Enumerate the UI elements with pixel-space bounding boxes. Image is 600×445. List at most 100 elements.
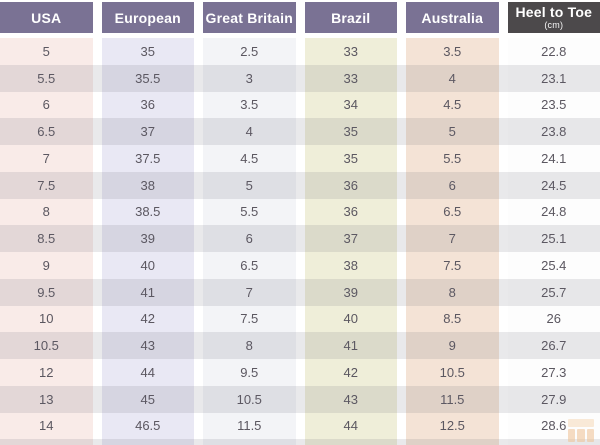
column-header-label: USA [31, 9, 62, 26]
table-cell-usa: 5.5 [0, 64, 93, 92]
table-cell-heel-to-toe: 26.7 [507, 332, 600, 359]
table-cell-heel-to-toe: 22.8 [507, 38, 600, 65]
table-cell-australia: 7 [406, 225, 499, 252]
table-cell-great-britain: 2.5 [203, 38, 296, 65]
table-cell-great-britain: 5 [203, 171, 296, 199]
table-cell-usa: 8 [0, 198, 93, 226]
table-cell-brazil: 42 [304, 359, 397, 386]
table-cell [304, 439, 397, 445]
table-cell-brazil: 36 [304, 198, 397, 226]
table-cell-european: 36 [101, 91, 194, 119]
column-header-label: Brazil [331, 9, 371, 26]
table-cell [406, 439, 499, 445]
store-watermark-icon [568, 419, 594, 442]
table-cell-australia: 12.5 [406, 412, 499, 440]
table-cell-european: 40 [101, 252, 194, 279]
table-cell-brazil: 36 [304, 171, 397, 199]
table-cell-heel-to-toe: 24.8 [507, 198, 600, 226]
table-row: 13 45 10.5 43 11.5 27.9 [0, 385, 600, 413]
table-cell-usa: 10 [0, 305, 93, 333]
table-cell-australia: 11.5 [406, 385, 499, 413]
column-header-great-britain: Great Britain [203, 2, 296, 33]
table-cell-great-britain: 6 [203, 225, 296, 252]
table-cell-australia: 5.5 [406, 145, 499, 172]
table-cell-european: 35.5 [101, 64, 194, 92]
table-cell-australia: 6 [406, 171, 499, 199]
table-row: 8 38.5 5.5 36 6.5 24.8 [0, 198, 600, 226]
table-cell-great-britain: 7.5 [203, 305, 296, 333]
table-cell-brazil: 40 [304, 305, 397, 333]
table-cell-brazil: 44 [304, 412, 397, 440]
table-cell-heel-to-toe: 24.1 [507, 145, 600, 172]
table-cell-australia: 6.5 [406, 198, 499, 226]
table-cell-usa: 5 [0, 38, 93, 65]
table-cell-great-britain: 6.5 [203, 252, 296, 279]
table-header-row: USA European Great Britain Brazil Austra… [0, 2, 600, 33]
table-cell [507, 439, 600, 445]
table-cell-european: 37.5 [101, 145, 194, 172]
table-cell-great-britain: 10.5 [203, 385, 296, 413]
table-row: 6.5 37 4 35 5 23.8 [0, 118, 600, 145]
table-cell-usa: 14 [0, 412, 93, 440]
table-cell-brazil: 41 [304, 332, 397, 359]
table-row: 6 36 3.5 34 4.5 23.5 [0, 91, 600, 119]
table-cell-heel-to-toe: 27.3 [507, 359, 600, 386]
table-cell-australia: 4.5 [406, 91, 499, 119]
table-cell-heel-to-toe: 23.8 [507, 118, 600, 145]
table-cell [101, 439, 194, 445]
table-row: 7.5 38 5 36 6 24.5 [0, 171, 600, 199]
table-cell-great-britain: 5.5 [203, 198, 296, 226]
table-cell-great-britain: 11.5 [203, 412, 296, 440]
column-header-brazil: Brazil [304, 2, 397, 33]
table-cell-brazil: 37 [304, 225, 397, 252]
table-cell-european: 35 [101, 38, 194, 65]
table-cell-brazil: 35 [304, 145, 397, 172]
column-header-label: European [114, 9, 181, 26]
table-row: 14 46.5 11.5 44 12.5 28.6 [0, 412, 600, 440]
table-cell-european: 44 [101, 359, 194, 386]
column-header-label: Great Britain [205, 9, 293, 26]
table-cell-great-britain: 3.5 [203, 91, 296, 119]
table-cell-brazil: 33 [304, 38, 397, 65]
table-cell-european: 39 [101, 225, 194, 252]
table-cell-european: 38 [101, 171, 194, 199]
table-cell-usa: 6 [0, 91, 93, 119]
table-row: 5 35 2.5 33 3.5 22.8 [0, 38, 600, 65]
table-cell-great-britain: 4 [203, 118, 296, 145]
table-cell-great-britain: 7 [203, 278, 296, 306]
table-row: 9 40 6.5 38 7.5 25.4 [0, 252, 600, 279]
column-header-european: European [101, 2, 194, 33]
table-cell-australia: 8 [406, 278, 499, 306]
column-header-label: Heel to Toe [515, 4, 593, 20]
table-cell-great-britain: 9.5 [203, 359, 296, 386]
table-cell-usa: 8.5 [0, 225, 93, 252]
table-row: 7 37.5 4.5 35 5.5 24.1 [0, 145, 600, 172]
table-row: 5.5 35.5 3 33 4 23.1 [0, 64, 600, 92]
table-cell-usa: 7.5 [0, 171, 93, 199]
table-cell-australia: 10.5 [406, 359, 499, 386]
table-cell-australia: 3.5 [406, 38, 499, 65]
table-cell [0, 439, 93, 445]
table-cell-great-britain: 3 [203, 64, 296, 92]
table-cell-european: 37 [101, 118, 194, 145]
table-cell-usa: 13 [0, 385, 93, 413]
table-cell-european: 45 [101, 385, 194, 413]
column-header-heel-to-toe: Heel to Toe (cm) [507, 2, 600, 33]
column-header-usa: USA [0, 2, 93, 33]
column-header-unit: (cm) [544, 20, 564, 30]
table-cell-usa: 7 [0, 145, 93, 172]
table-cell-heel-to-toe: 25.1 [507, 225, 600, 252]
table-cell-usa: 9 [0, 252, 93, 279]
table-cell-brazil: 33 [304, 64, 397, 92]
table-row: 10 42 7.5 40 8.5 26 [0, 305, 600, 333]
table-cell-heel-to-toe: 25.4 [507, 252, 600, 279]
table-cell-european: 42 [101, 305, 194, 333]
table-row: 10.5 43 8 41 9 26.7 [0, 332, 600, 359]
column-header-label: Australia [421, 9, 484, 26]
table-cell-brazil: 34 [304, 91, 397, 119]
table-cell-european: 41 [101, 278, 194, 306]
table-cell-heel-to-toe: 27.9 [507, 385, 600, 413]
table-cell-heel-to-toe: 23.1 [507, 64, 600, 92]
table-cell [203, 439, 296, 445]
